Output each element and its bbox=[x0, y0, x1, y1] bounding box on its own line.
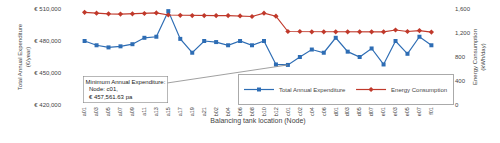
svg-text:a17: a17 bbox=[177, 107, 183, 116]
svg-text:a11: a11 bbox=[141, 107, 147, 116]
svg-text:€ 480,000: € 480,000 bbox=[34, 38, 61, 44]
svg-text:0: 0 bbox=[455, 102, 459, 108]
svg-text:b06: b06 bbox=[237, 107, 243, 116]
svg-text:c04: c04 bbox=[309, 107, 315, 116]
svg-text:a21: a21 bbox=[201, 107, 207, 116]
svg-text:a07: a07 bbox=[117, 107, 123, 116]
svg-text:d07: d07 bbox=[368, 107, 374, 116]
svg-text:Minimum Annual Expenditure: N: Minimum Annual Expenditure: Node: c01, €… bbox=[86, 79, 166, 101]
svg-text:b10: b10 bbox=[261, 107, 267, 116]
svg-text:a13: a13 bbox=[153, 107, 159, 116]
svg-text:€ 510,000: € 510,000 bbox=[34, 6, 61, 12]
svg-text:Balancing tank location (Node): Balancing tank location (Node) bbox=[210, 117, 305, 125]
svg-text:f01: f01 bbox=[428, 107, 434, 115]
svg-text:d05: d05 bbox=[356, 107, 362, 116]
svg-text:€ 420,000: € 420,000 bbox=[34, 102, 61, 108]
svg-text:1,200: 1,200 bbox=[455, 30, 471, 36]
svg-text:c06: c06 bbox=[321, 107, 327, 116]
svg-text:e07: e07 bbox=[416, 107, 422, 116]
svg-text:b08: b08 bbox=[249, 107, 255, 116]
svg-text:1,600: 1,600 bbox=[455, 6, 471, 12]
svg-text:b04: b04 bbox=[225, 107, 231, 116]
svg-text:a19: a19 bbox=[189, 107, 195, 116]
svg-text:d01: d01 bbox=[333, 107, 339, 116]
svg-text:a05: a05 bbox=[105, 107, 111, 116]
svg-text:e01: e01 bbox=[380, 107, 386, 116]
svg-text:Energy Consumption(kWh/day): Energy Consumption(kWh/day) bbox=[472, 29, 486, 85]
svg-text:b12: b12 bbox=[273, 107, 279, 116]
svg-text:Energy Consumption: Energy Consumption bbox=[391, 87, 447, 93]
svg-text:400: 400 bbox=[455, 78, 466, 84]
svg-text:€ 450,000: € 450,000 bbox=[34, 70, 61, 76]
svg-text:a09: a09 bbox=[129, 107, 135, 116]
svg-text:b02: b02 bbox=[213, 107, 219, 116]
svg-text:a03: a03 bbox=[93, 107, 99, 116]
svg-text:Total Annual Expenditure(€/yea: Total Annual Expenditure(€/year) bbox=[17, 23, 31, 90]
svg-text:a15: a15 bbox=[165, 107, 171, 116]
svg-text:e03: e03 bbox=[392, 107, 398, 116]
svg-text:c02: c02 bbox=[297, 107, 303, 116]
svg-text:Total Annual Expenditure: Total Annual Expenditure bbox=[279, 87, 346, 93]
svg-text:d03: d03 bbox=[344, 107, 350, 116]
svg-text:c01: c01 bbox=[285, 107, 291, 116]
svg-text:e05: e05 bbox=[404, 107, 410, 116]
svg-text:800: 800 bbox=[455, 54, 466, 60]
svg-text:a01: a01 bbox=[81, 107, 87, 116]
